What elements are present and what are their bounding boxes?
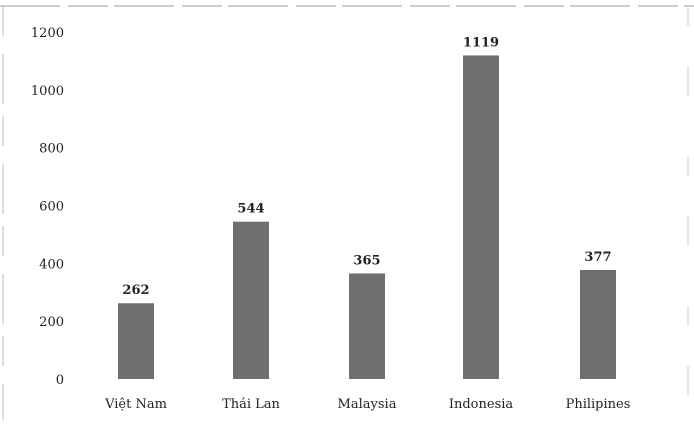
x-axis: Việt Nam Thái Lan Malaysia Indonesia Philipi… <box>104 397 630 412</box>
bar <box>580 269 616 379</box>
chart-frame <box>0 5 694 420</box>
x-tick-label: Malaysia <box>338 397 397 412</box>
x-tick-label: Philipines <box>566 397 631 412</box>
data-label: 377 <box>584 250 611 265</box>
y-tick-label: 1200 <box>31 26 64 41</box>
bar <box>349 273 385 379</box>
y-tick-label: 1000 <box>31 84 64 99</box>
bar <box>233 221 269 379</box>
data-label: 1119 <box>463 35 499 50</box>
y-tick-label: 400 <box>39 257 64 272</box>
y-axis: 0 200 400 600 800 1000 1200 <box>31 26 64 388</box>
bar <box>463 55 499 380</box>
x-tick-label: Indonesia <box>449 397 514 412</box>
y-tick-label: 200 <box>39 315 64 330</box>
y-tick-label: 0 <box>56 373 64 388</box>
data-label: 544 <box>237 202 264 217</box>
data-label: 262 <box>122 283 149 298</box>
bar <box>118 303 154 379</box>
bars <box>118 55 616 380</box>
data-label: 365 <box>353 253 380 268</box>
y-tick-label: 800 <box>39 142 64 157</box>
y-tick-label: 600 <box>39 200 64 215</box>
x-tick-label: Thái Lan <box>222 397 280 412</box>
data-labels: 262 544 365 1119 377 <box>122 35 611 298</box>
x-tick-label: Việt Nam <box>104 397 167 412</box>
